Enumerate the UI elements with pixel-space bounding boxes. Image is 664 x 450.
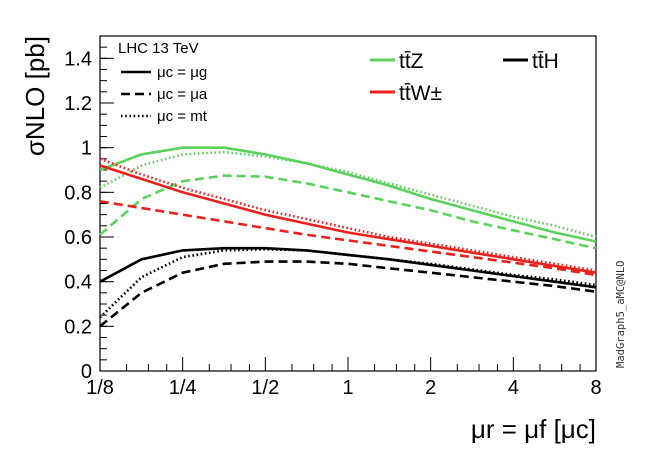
legend-label: μc = μa [157,86,208,103]
legend-label: μc = μg [157,64,207,81]
x-axis-title: μr = μf [μc] [471,414,596,444]
series-line-ttW-solid [99,164,597,274]
y-tick-label: 0.4 [64,272,92,294]
madgraph-annotation: MadGraph5_aMC@NLO [615,261,627,368]
series-line-ttZ-dashed [99,174,597,250]
axes: 0 0.2 0.4 0.6 0.8 1 1.2 1.4 1/8 1/4 1/2 1 2 4 8 [64,35,602,399]
series-line-ttZ-dotted [99,150,597,239]
x-tick-label: 4 [508,377,519,399]
series-line-ttZ-solid [99,146,597,243]
series-line-ttH-dotted [99,248,597,319]
series-line-ttW-dashed [99,200,597,277]
y-tick-label: 0.2 [64,316,92,338]
labels: μr = μf [μc] σNLO [pb] MadGraph5_aMC@NLO [20,36,627,444]
x-tick-label: 1/2 [251,377,279,399]
y-tick-label: 1.2 [64,93,92,115]
x-tick-label: 1/4 [169,377,197,399]
legend-title: LHC 13 TeV [118,40,199,57]
y-tick-label: 1.4 [64,48,92,70]
x-tick-label: 2 [425,377,436,399]
x-tick-label: 8 [590,377,601,399]
y-axis-title: σNLO [pb] [20,36,50,156]
y-tick-label: 1 [81,138,92,160]
series-line-ttH-dashed [99,260,597,328]
legend-label: μc = mt [157,108,208,125]
series-lines [99,146,597,328]
legend: LHC 13 TeV μc = μg μc = μa μc = mt tt̄Z tt̄H t… [118,40,559,125]
series-line-ttW-dotted [99,157,597,272]
y-tick-label: 0.6 [64,227,92,249]
y-tick-label: 0 [81,361,92,383]
y-tick-label: 0.8 [64,182,92,204]
x-tick-label: 1 [342,377,353,399]
process-label: tt̄W± [399,82,442,105]
x-tick-label: 1/8 [86,377,114,399]
process-label: tt̄Z [399,50,424,73]
process-label: tt̄H [532,50,559,73]
